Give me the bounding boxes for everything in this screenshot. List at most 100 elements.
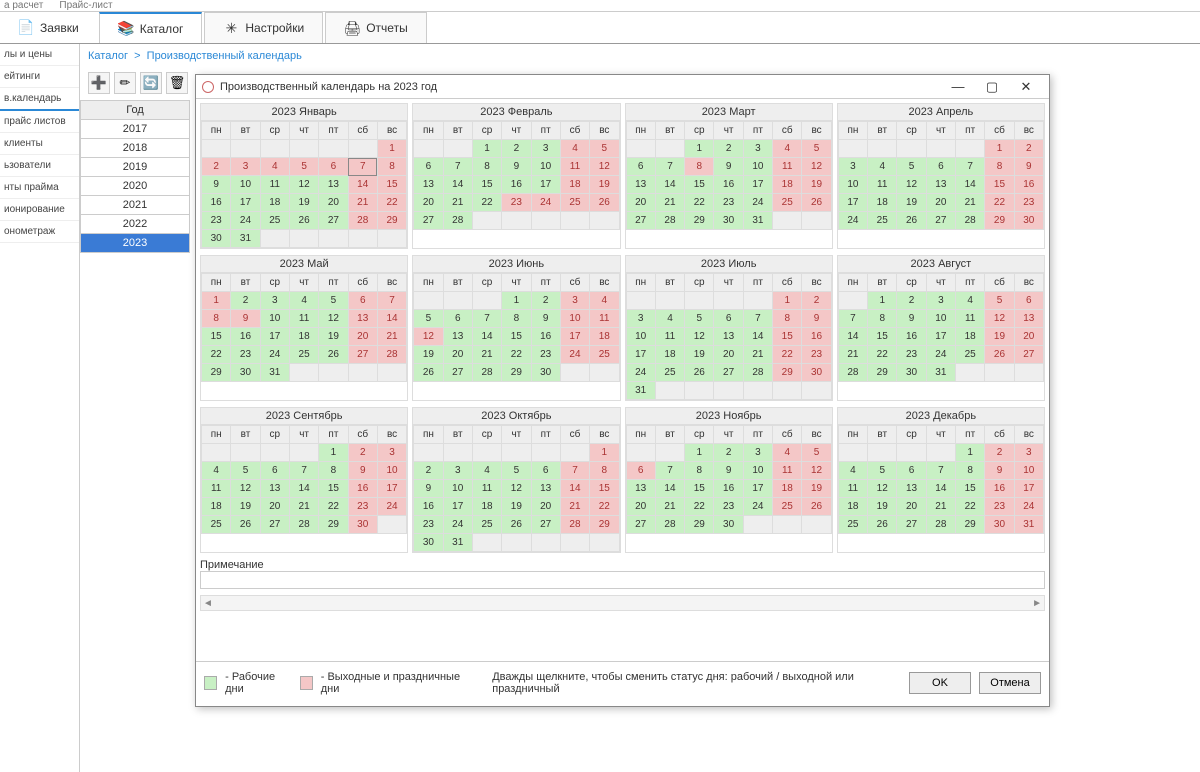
calendar-day[interactable]: 8 — [319, 462, 348, 480]
calendar-day[interactable]: 15 — [956, 480, 985, 498]
calendar-day[interactable]: 26 — [802, 194, 831, 212]
calendar-day[interactable]: 13 — [926, 176, 955, 194]
calendar-day[interactable]: 14 — [348, 176, 377, 194]
calendar-day[interactable]: 13 — [319, 176, 348, 194]
calendar-day[interactable]: 29 — [985, 212, 1014, 230]
calendar-day[interactable]: 24 — [260, 346, 289, 364]
calendar-day[interactable]: 13 — [443, 328, 472, 346]
calendar-day[interactable]: 29 — [868, 364, 897, 382]
calendar-day[interactable]: 17 — [926, 328, 955, 346]
calendar-day[interactable]: 6 — [531, 462, 560, 480]
calendar-day[interactable]: 7 — [560, 462, 589, 480]
calendar-day[interactable]: 6 — [443, 310, 472, 328]
calendar-day[interactable]: 8 — [377, 158, 406, 176]
calendar-day[interactable]: 5 — [802, 140, 831, 158]
calendar-day[interactable]: 27 — [348, 346, 377, 364]
calendar-day[interactable]: 2 — [348, 444, 377, 462]
calendar-day[interactable]: 23 — [714, 194, 743, 212]
calendar-day[interactable]: 14 — [956, 176, 985, 194]
calendar-day[interactable]: 9 — [531, 310, 560, 328]
calendar-day[interactable]: 23 — [985, 498, 1014, 516]
calendar-day[interactable]: 11 — [202, 480, 231, 498]
calendar-day[interactable]: 5 — [590, 140, 619, 158]
calendar-day[interactable]: 13 — [714, 328, 743, 346]
left-nav-item[interactable]: прайс листов — [0, 111, 79, 133]
left-nav-item[interactable]: в.календарь — [0, 88, 79, 111]
calendar-day[interactable]: 12 — [414, 328, 443, 346]
calendar-day[interactable]: 24 — [743, 498, 772, 516]
calendar-day[interactable]: 18 — [202, 498, 231, 516]
calendar-day[interactable]: 9 — [714, 158, 743, 176]
calendar-day[interactable]: 20 — [260, 498, 289, 516]
calendar-day[interactable]: 23 — [348, 498, 377, 516]
breadcrumb-link[interactable]: Производственный календарь — [147, 50, 302, 62]
calendar-day[interactable]: 31 — [926, 364, 955, 382]
calendar-day[interactable]: 10 — [377, 462, 406, 480]
calendar-day[interactable]: 19 — [414, 346, 443, 364]
calendar-day[interactable]: 18 — [868, 194, 897, 212]
calendar-day[interactable]: 27 — [414, 212, 443, 230]
calendar-day[interactable]: 27 — [319, 212, 348, 230]
calendar-day[interactable]: 21 — [472, 346, 501, 364]
calendar-day[interactable]: 27 — [626, 516, 655, 534]
calendar-day[interactable]: 2 — [714, 140, 743, 158]
calendar-day[interactable]: 13 — [1014, 310, 1043, 328]
calendar-day[interactable]: 17 — [377, 480, 406, 498]
calendar-day[interactable]: 25 — [956, 346, 985, 364]
calendar-day[interactable]: 18 — [655, 346, 684, 364]
calendar-day[interactable]: 26 — [231, 516, 260, 534]
calendar-day[interactable]: 27 — [926, 212, 955, 230]
calendar-day[interactable]: 5 — [319, 292, 348, 310]
calendar-day[interactable]: 7 — [743, 310, 772, 328]
calendar-day[interactable]: 29 — [590, 516, 619, 534]
calendar-day[interactable]: 29 — [685, 212, 714, 230]
calendar-day[interactable]: 19 — [685, 346, 714, 364]
calendar-day[interactable]: 18 — [773, 480, 802, 498]
calendar-day[interactable]: 16 — [985, 480, 1014, 498]
calendar-day[interactable]: 4 — [590, 292, 619, 310]
calendar-day[interactable]: 17 — [838, 194, 867, 212]
calendar-day[interactable]: 14 — [655, 176, 684, 194]
calendar-day[interactable]: 17 — [743, 176, 772, 194]
calendar-day[interactable]: 22 — [377, 194, 406, 212]
calendar-day[interactable]: 8 — [472, 158, 501, 176]
calendar-day[interactable]: 26 — [414, 364, 443, 382]
calendar-day[interactable]: 25 — [472, 516, 501, 534]
calendar-day[interactable]: 13 — [414, 176, 443, 194]
calendar-day[interactable]: 28 — [443, 212, 472, 230]
calendar-day[interactable]: 2 — [714, 444, 743, 462]
calendar-day[interactable]: 6 — [926, 158, 955, 176]
calendar-day[interactable]: 21 — [655, 498, 684, 516]
calendar-day[interactable]: 14 — [560, 480, 589, 498]
calendar-day[interactable]: 14 — [926, 480, 955, 498]
calendar-day[interactable]: 17 — [560, 328, 589, 346]
calendar-day[interactable]: 14 — [443, 176, 472, 194]
calendar-day[interactable]: 2 — [802, 292, 831, 310]
calendar-day[interactable]: 15 — [202, 328, 231, 346]
year-row[interactable]: 2021 — [80, 196, 190, 215]
calendar-day[interactable]: 3 — [531, 140, 560, 158]
calendar-day[interactable]: 4 — [773, 444, 802, 462]
calendar-day[interactable]: 24 — [560, 346, 589, 364]
calendar-day[interactable]: 19 — [802, 176, 831, 194]
left-nav-item[interactable]: лы и цены — [0, 44, 79, 66]
calendar-day[interactable]: 17 — [531, 176, 560, 194]
calendar-day[interactable]: 25 — [773, 498, 802, 516]
calendar-day[interactable]: 15 — [590, 480, 619, 498]
calendar-day[interactable]: 12 — [802, 462, 831, 480]
calendar-day[interactable]: 31 — [1014, 516, 1043, 534]
cancel-button[interactable]: Отмена — [979, 672, 1041, 694]
calendar-day[interactable]: 30 — [714, 516, 743, 534]
calendar-day[interactable]: 8 — [685, 462, 714, 480]
top-tab[interactable]: Прайс-лист — [59, 0, 112, 11]
calendar-day[interactable]: 4 — [838, 462, 867, 480]
calendar-day[interactable]: 3 — [377, 444, 406, 462]
calendar-day[interactable]: 23 — [202, 212, 231, 230]
calendar-day[interactable]: 10 — [1014, 462, 1043, 480]
left-nav-item[interactable]: клиенты — [0, 133, 79, 155]
calendar-day[interactable]: 1 — [377, 140, 406, 158]
calendar-day[interactable]: 16 — [231, 328, 260, 346]
calendar-day[interactable]: 7 — [956, 158, 985, 176]
calendar-day[interactable]: 30 — [531, 364, 560, 382]
calendar-day[interactable]: 22 — [685, 194, 714, 212]
